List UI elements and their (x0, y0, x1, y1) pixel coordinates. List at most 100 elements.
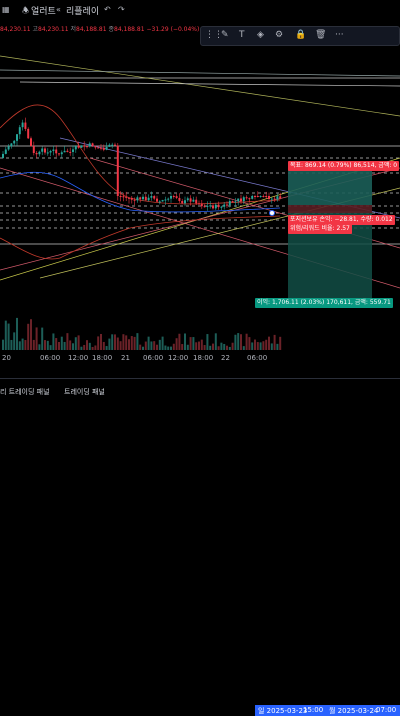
candle-body (46, 152, 49, 154)
replay-icon[interactable]: « (56, 5, 61, 14)
volume-bar (158, 339, 161, 350)
candle-body (214, 204, 217, 209)
candle-body (259, 196, 262, 197)
target-zone[interactable] (288, 169, 372, 205)
candle-body (114, 144, 116, 146)
redo-icon[interactable]: ↷ (118, 5, 125, 14)
volume-bar (83, 344, 86, 350)
candle-body (245, 197, 248, 199)
current-price-marker[interactable] (269, 210, 275, 216)
volume-bar (195, 342, 198, 350)
candle-body (142, 196, 144, 200)
volume-bar (35, 327, 38, 350)
time-label: 21 (121, 354, 130, 362)
candle-body (7, 146, 10, 150)
volume-bar (248, 337, 251, 350)
volume-bar (80, 346, 83, 350)
selected-range-bar[interactable]: 일 2025-03-23 15:00 월 2025-03-24 07:00 (255, 705, 400, 716)
volume-bar (4, 320, 7, 350)
candle-body (38, 151, 41, 155)
time-label: 06:00 (143, 354, 164, 362)
candle-body (91, 143, 94, 147)
volume-bar (133, 336, 136, 350)
time-axis[interactable]: 20 06:00 12:00 18:00 21 06:00 12:00 18:00 22 06:0… (0, 352, 400, 716)
brush-icon[interactable]: ✎ (221, 30, 229, 40)
volume-bars (2, 317, 282, 350)
candle-body (4, 149, 7, 154)
candle-body (158, 201, 161, 203)
candle-body (144, 196, 147, 201)
candle-body (58, 153, 60, 155)
volume-bar (122, 334, 125, 350)
undo-icon[interactable]: ↶ (104, 5, 111, 14)
more-icon[interactable]: ··· (335, 30, 344, 40)
candle-body (97, 147, 100, 149)
candle-body (60, 152, 63, 155)
drag-handle-icon[interactable]: ⋮⋮ (205, 30, 223, 40)
trash-icon[interactable]: 🗑 (315, 30, 327, 40)
candle-body (63, 150, 66, 153)
ohlc-legend: 84,230.11 고84,230.11 저84,188.81 종84,188.… (0, 24, 199, 33)
candle-body (226, 204, 228, 206)
time-label: 12:00 (68, 354, 89, 362)
volume-bar (186, 344, 189, 350)
candle-body (223, 204, 226, 207)
volume-bar (161, 336, 164, 350)
price-chart[interactable]: 목표: 869.14 (0.79%) 86,514, 금액: 0 포지션보유 손… (0, 48, 400, 364)
candle-body (122, 196, 125, 198)
candle-body (189, 198, 192, 202)
volume-bar (38, 344, 41, 350)
volume-bar (46, 340, 49, 350)
tab-trading-panel-1[interactable]: 리 트레이딩 패널 (0, 388, 50, 396)
candle-body (130, 197, 133, 200)
volume-bar (254, 339, 256, 350)
volume-bar (192, 337, 195, 350)
candle-body (186, 198, 189, 201)
candle-body (228, 201, 231, 206)
time-label: 20 (2, 354, 11, 362)
stop-label-wrap: 이익: 1,706.11 (2.03%) 170,611, 금액: 559.71 (255, 298, 393, 308)
volume-bar (144, 341, 147, 350)
alert-button[interactable]: 얼러트 (31, 7, 56, 17)
candle-body (198, 203, 200, 205)
time-label: 18:00 (193, 354, 214, 362)
volume-bar (156, 344, 158, 350)
ohlc-high-label: 고 (32, 26, 38, 33)
tab-trading-panel-2[interactable]: 트레이딩 패널 (64, 388, 105, 396)
volume-bar (276, 343, 279, 350)
candle-body (172, 196, 175, 197)
volume-bar (245, 333, 248, 350)
candle-body (256, 196, 259, 197)
volume-bar (41, 327, 44, 350)
ohlc-close-label: 종 (108, 26, 114, 33)
volume-bar (63, 341, 66, 350)
volume-bar (256, 342, 259, 350)
volume-bar (212, 343, 214, 350)
ohlc-close: 84,188.81 (114, 26, 145, 33)
volume-bar (77, 335, 80, 350)
volume-bar (136, 333, 139, 350)
entry-label: 포지션보유 손익: −28.81, 수량: 0.012 (288, 215, 395, 225)
stop-label: 이익: 1,706.11 (2.03%) 170,611, 금액: 559.71 (255, 298, 393, 308)
volume-bar (170, 346, 172, 350)
volume-bar (178, 333, 181, 350)
volume-bar (268, 336, 270, 350)
indicator-icon[interactable]: ▦ (2, 5, 10, 14)
stop-loss-zone[interactable] (288, 205, 372, 213)
ratio-label: 위험/리워드 비율: 2.57 (288, 224, 352, 234)
candle-body (41, 148, 44, 152)
volume-bar (251, 342, 254, 350)
volume-bar (231, 342, 234, 350)
candle-body (55, 149, 58, 154)
replay-button[interactable]: 리플레이 (66, 7, 100, 17)
ohlc-high: 84,230.11 (38, 26, 69, 33)
volume-bar (30, 319, 32, 350)
lock-icon[interactable]: 🔒 (295, 30, 307, 40)
fill-icon[interactable]: ◈ (257, 30, 264, 40)
candle-body (111, 144, 114, 146)
volume-bar (10, 339, 13, 350)
text-tool-icon[interactable]: T (239, 30, 245, 40)
candle-body (77, 145, 80, 148)
settings-icon[interactable]: ⚙ (275, 30, 284, 40)
bell-icon[interactable]: 🕭 (22, 6, 30, 15)
